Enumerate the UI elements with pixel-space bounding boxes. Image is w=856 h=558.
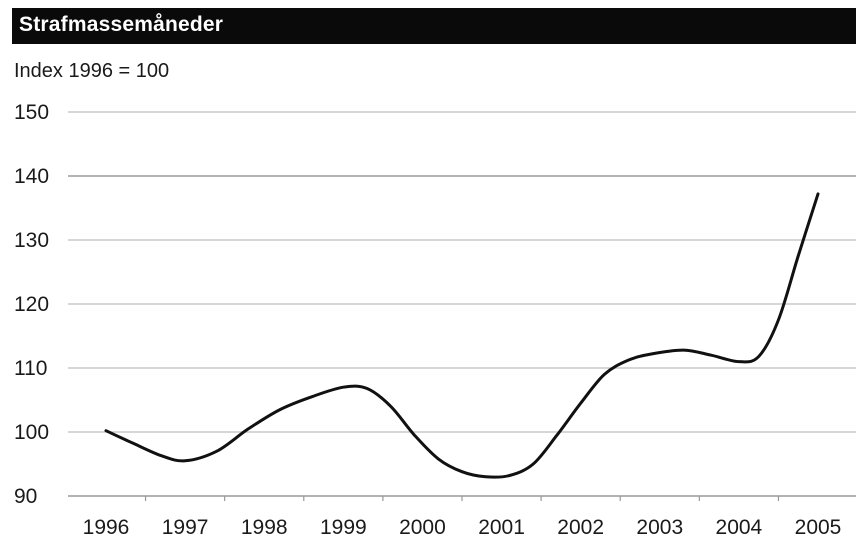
x-tick-label-1998: 1998 (241, 516, 288, 539)
chart-title: Strafmassemåneder (19, 13, 224, 36)
y-tick-label-100: 100 (14, 421, 49, 444)
grid-lines (68, 111, 856, 433)
y-tick-label-150: 150 (14, 101, 49, 124)
chart-title-bar: Strafmassemåneder (12, 8, 856, 44)
series-lines (104, 192, 820, 479)
x-tick-label-2003: 2003 (636, 516, 683, 539)
x-tick-label-1996: 1996 (83, 516, 130, 539)
y-axis-tick-labels: 90 100 110 120 130 140 150 (14, 101, 49, 508)
y-tick-label-140: 140 (14, 165, 49, 188)
y-tick-label-120: 120 (14, 293, 49, 316)
y-tick-label-130: 130 (14, 229, 49, 252)
x-tick-label-2000: 2000 (399, 516, 446, 539)
x-axis-tick-labels: 1996 1997 1998 1999 2000 2001 2002 2003 2004 2005 (83, 516, 842, 539)
chart-subtitle: Index 1996 = 100 (14, 60, 170, 82)
x-tick-label-2004: 2004 (716, 516, 763, 539)
x-tick-label-1999: 1999 (320, 516, 367, 539)
y-tick-label-90: 90 (14, 485, 37, 508)
x-axis (68, 495, 856, 501)
y-tick-label-110: 110 (14, 357, 47, 380)
x-tick-label-2001: 2001 (478, 516, 525, 539)
x-tick-label-2005: 2005 (795, 516, 842, 539)
x-tick-label-1997: 1997 (162, 516, 209, 539)
x-tick-label-2002: 2002 (557, 516, 604, 539)
series-line-0 (104, 192, 820, 479)
